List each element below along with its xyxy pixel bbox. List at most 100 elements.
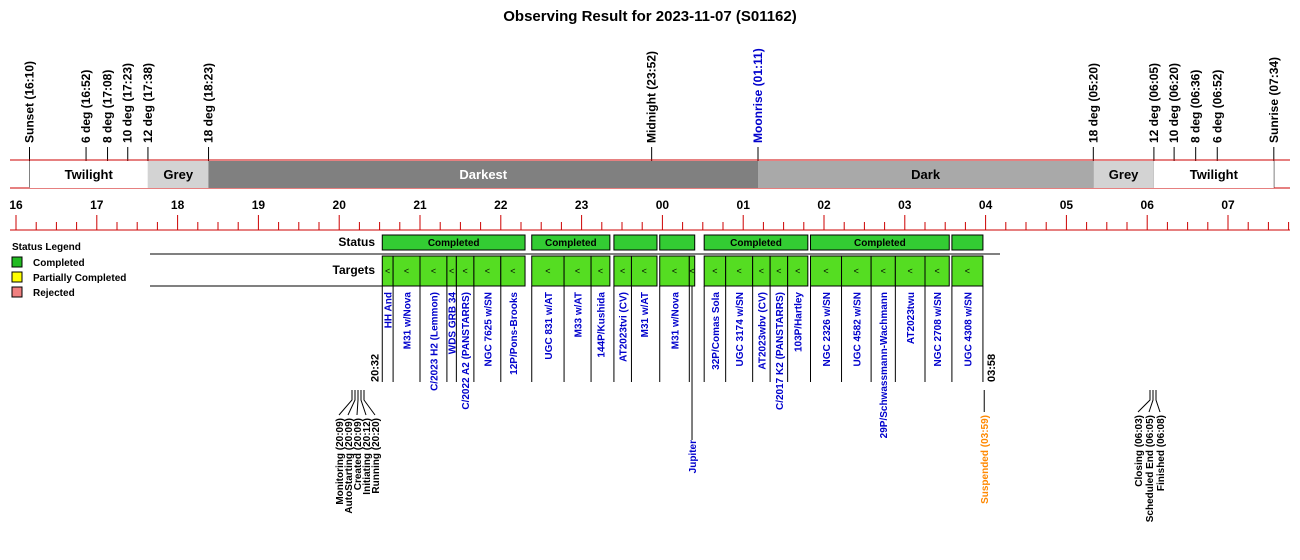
event-label: 12 deg (17:38) <box>141 63 155 143</box>
target-label: AT2023wbv (CV) <box>757 292 768 370</box>
target-label: M33 w/AT <box>574 292 585 337</box>
sky-band <box>29 161 148 188</box>
target-label: 103P/Hartley <box>794 292 805 352</box>
target-block <box>500 255 526 287</box>
target-label: UGC 3174 w/SN <box>735 292 746 366</box>
target-label: UGC 4582 w/SN <box>852 292 863 366</box>
axis-hour-label: 22 <box>494 198 508 212</box>
target-label: C/2022 A2 (PANSTARRS) <box>461 292 472 410</box>
log-entry: Finished (06:08) <box>1156 415 1167 491</box>
target-marker: < <box>795 266 800 276</box>
target-label: UGC 831 w/AT <box>544 292 555 360</box>
target-marker: < <box>712 266 717 276</box>
target-marker: < <box>462 266 467 276</box>
targets-row-label: Targets <box>333 263 376 277</box>
log-leader <box>363 390 376 416</box>
log-leader <box>338 390 353 416</box>
status-block <box>381 234 526 251</box>
target-block <box>419 255 448 287</box>
target-marker: < <box>823 266 828 276</box>
target-block <box>841 255 872 287</box>
target-block <box>924 255 950 287</box>
session-log: Monitoring (20:09)AutoStarting (20:09)Cr… <box>335 390 1167 522</box>
target-block <box>870 255 896 287</box>
target-marker: < <box>776 266 781 276</box>
log-leader <box>356 390 359 416</box>
sky-band-label: Twilight <box>1190 167 1239 182</box>
hour-axis: 16 17 18 19 20 21 22 23 00 01 02 03 04 05 06 07 <box>9 198 1290 231</box>
event-label: 18 deg (18:23) <box>202 63 216 143</box>
target-marker: < <box>485 266 490 276</box>
status-block <box>659 234 696 251</box>
event-label: Moonrise (01:11) <box>751 48 765 143</box>
log-entry: Created (20:09) <box>353 418 364 490</box>
time-event-markers: Sunset (16:10) 6 deg (16:52) 8 deg (17:08)… <box>22 48 1281 188</box>
status-legend: Status Legend Completed Partially Complete… <box>11 242 126 299</box>
target-marker: < <box>854 266 859 276</box>
target-label: 29P/Schwassmann-Wachmann <box>879 292 890 438</box>
status-row-label: Status <box>338 235 375 249</box>
target-label: M31 w/Nova <box>671 292 682 350</box>
log-entry: AutoStarting (20:09) <box>344 418 355 514</box>
sky-band <box>147 161 209 188</box>
suspended-label: Suspended (03:59) <box>980 415 991 504</box>
sky-band <box>757 161 1094 188</box>
target-marker: < <box>965 266 970 276</box>
log-entry: Running (20:20) <box>371 418 382 494</box>
log-entry: Closing (06:03) <box>1134 415 1145 487</box>
status-block <box>703 234 809 251</box>
target-block <box>473 255 502 287</box>
target-marker: < <box>449 266 454 276</box>
target-marker: < <box>689 266 694 276</box>
axis-hour-label: 07 <box>1221 198 1235 212</box>
target-label: 32P/Comas Sola <box>711 292 722 370</box>
sky-band-label: Grey <box>1109 167 1139 182</box>
sky-band-label: Twilight <box>65 167 114 182</box>
event-label: Sunset (16:10) <box>22 61 36 143</box>
axis-hour-label: 18 <box>171 198 185 212</box>
sky-condition-bands: Twilight Grey Darkest Dark Grey Twilight <box>10 159 1290 189</box>
axis-hour-label: 20 <box>333 198 347 212</box>
target-block <box>630 255 658 287</box>
log-entry: Monitoring (20:09) <box>335 418 346 505</box>
target-marker: < <box>545 266 550 276</box>
target-marker: < <box>598 266 603 276</box>
target-blocks: < HH And < M31 w/Nova < C/2023 H2 (Lemmon) < WD… <box>369 255 998 473</box>
event-label: 6 deg (06:52) <box>1210 70 1224 143</box>
event-label: 10 deg (17:23) <box>121 63 135 143</box>
axis-hour-label: 01 <box>737 198 751 212</box>
target-marker: < <box>881 266 886 276</box>
event-label: 6 deg (16:52) <box>79 70 93 143</box>
event-label: 10 deg (06:20) <box>1167 63 1181 143</box>
log-entry: Scheduled End (06:05) <box>1145 415 1156 522</box>
status-target-rows: Status Targets <box>150 235 1000 287</box>
sky-band <box>1153 161 1274 188</box>
axis-hour-label: 19 <box>252 198 266 212</box>
log-leader <box>1137 390 1151 413</box>
target-marker: < <box>404 266 409 276</box>
status-block <box>613 234 658 251</box>
sky-band-label: Darkest <box>459 167 507 182</box>
target-marker: < <box>908 266 913 276</box>
event-label: 12 deg (06:05) <box>1147 63 1161 143</box>
status-block-label: Completed <box>730 238 782 249</box>
target-label: C/2023 H2 (Lemmon) <box>429 292 440 391</box>
legend-item-label: Completed <box>33 258 85 269</box>
log-leader <box>360 390 367 416</box>
target-block <box>659 255 690 287</box>
sky-band-label: Dark <box>911 167 941 182</box>
target-marker: < <box>737 266 742 276</box>
axis-hour-label: 03 <box>898 198 912 212</box>
target-label: NGC 7625 w/SN <box>483 292 494 366</box>
target-label: C/2017 K2 (PANSTARRS) <box>775 292 786 410</box>
status-blocks: Completed Completed Completed Completed <box>381 234 984 251</box>
target-marker: < <box>672 266 677 276</box>
status-block-label: Completed <box>854 238 906 249</box>
target-label: WDS GRB 34 <box>448 292 459 355</box>
legend-swatch <box>11 256 23 268</box>
event-label: 8 deg (06:36) <box>1189 70 1203 143</box>
axis-hour-label: 04 <box>979 198 993 212</box>
status-block-label: Completed <box>428 238 480 249</box>
axis-hour-label: 21 <box>413 198 427 212</box>
